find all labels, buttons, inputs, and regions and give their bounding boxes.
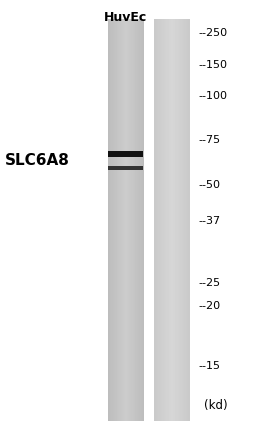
Text: (kd): (kd) [204,399,227,413]
Text: --25: --25 [198,278,220,288]
Text: --50: --50 [198,180,220,190]
Text: HuvEc: HuvEc [104,11,147,24]
Text: --250: --250 [198,29,228,38]
Bar [108,151,143,157]
Text: --20: --20 [198,301,220,310]
Text: --100: --100 [198,91,227,101]
Text: --150: --150 [198,60,227,70]
Text: SLC6A8: SLC6A8 [5,153,70,168]
Bar [108,165,143,170]
Text: --75: --75 [198,136,220,145]
Text: --15: --15 [198,361,220,371]
Text: --37: --37 [198,216,220,226]
